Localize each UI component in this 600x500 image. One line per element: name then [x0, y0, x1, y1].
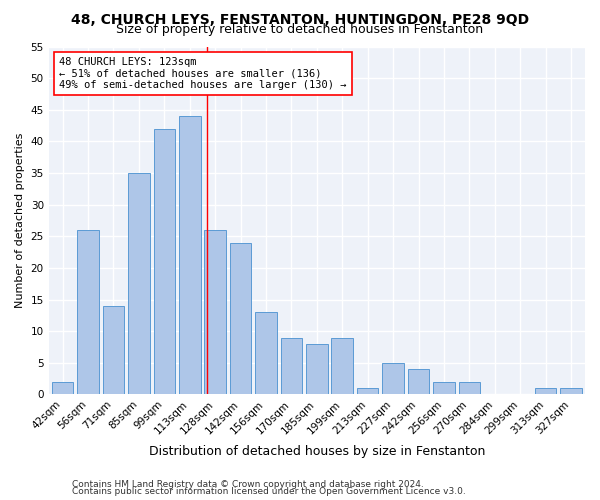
Text: Contains public sector information licensed under the Open Government Licence v3: Contains public sector information licen… — [72, 488, 466, 496]
Bar — [230, 242, 251, 394]
Bar — [357, 388, 379, 394]
Bar — [535, 388, 556, 394]
Bar — [331, 338, 353, 394]
Bar — [255, 312, 277, 394]
Bar — [154, 128, 175, 394]
Bar — [77, 230, 99, 394]
Bar — [408, 369, 430, 394]
Text: Contains HM Land Registry data © Crown copyright and database right 2024.: Contains HM Land Registry data © Crown c… — [72, 480, 424, 489]
Bar — [281, 338, 302, 394]
Bar — [205, 230, 226, 394]
X-axis label: Distribution of detached houses by size in Fenstanton: Distribution of detached houses by size … — [149, 444, 485, 458]
Text: Size of property relative to detached houses in Fenstanton: Size of property relative to detached ho… — [116, 22, 484, 36]
Bar — [560, 388, 582, 394]
Y-axis label: Number of detached properties: Number of detached properties — [15, 133, 25, 308]
Text: 48, CHURCH LEYS, FENSTANTON, HUNTINGDON, PE28 9QD: 48, CHURCH LEYS, FENSTANTON, HUNTINGDON,… — [71, 12, 529, 26]
Bar — [179, 116, 200, 394]
Bar — [458, 382, 480, 394]
Bar — [433, 382, 455, 394]
Text: 48 CHURCH LEYS: 123sqm
← 51% of detached houses are smaller (136)
49% of semi-de: 48 CHURCH LEYS: 123sqm ← 51% of detached… — [59, 57, 347, 90]
Bar — [128, 173, 150, 394]
Bar — [52, 382, 73, 394]
Bar — [103, 306, 124, 394]
Bar — [382, 363, 404, 394]
Bar — [306, 344, 328, 395]
